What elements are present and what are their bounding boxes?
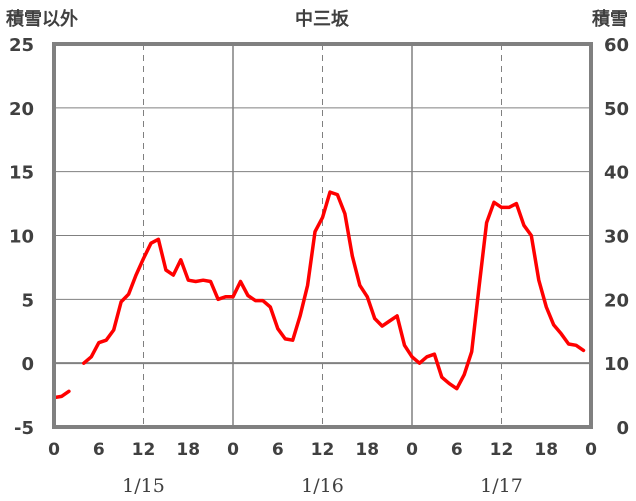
y-axis-label-left: 積雪以外: [5, 8, 78, 30]
x-tick-label: 0: [406, 440, 418, 460]
y-tick-label-left: -5: [14, 418, 34, 439]
x-tick-label: 6: [272, 440, 284, 460]
grid: [54, 44, 591, 427]
x-tick-label: 12: [132, 440, 156, 460]
y-tick-label-left: 0: [21, 354, 34, 375]
y-tick-label-right: 10: [604, 354, 629, 375]
x-tick-label: 6: [451, 440, 463, 460]
y-tick-label-right: 40: [604, 163, 629, 184]
y-tick-label-right: 60: [604, 35, 629, 56]
plot-frame: [52, 42, 593, 429]
y-tick-label-left: 10: [9, 227, 34, 248]
x-tick-label: 6: [93, 440, 105, 460]
x-tick-label: 12: [311, 440, 335, 460]
y-tick-label-left: 15: [9, 163, 34, 184]
date-label: 1/15: [122, 475, 165, 497]
y-tick-label-right: 50: [604, 99, 629, 120]
y-tick-label-left: 20: [9, 99, 34, 120]
y-ticks-right: 60 50 40 30 20 10 0: [604, 35, 629, 439]
date-label: 1/16: [301, 475, 344, 497]
temperature-line: [52, 190, 586, 400]
date-label: 1/17: [480, 475, 523, 497]
x-tick-label: 0: [585, 440, 597, 460]
y-tick-label-right: 20: [604, 290, 629, 311]
x-tick-label: 18: [355, 440, 379, 460]
y-axis-label-right: 積雪: [591, 8, 628, 30]
x-tick-label: 18: [176, 440, 200, 460]
x-tick-label: 12: [490, 440, 514, 460]
y-tick-label-left: 25: [9, 35, 34, 56]
x-tick-label: 0: [48, 440, 60, 460]
y-tick-label-right: 30: [604, 227, 629, 248]
date-labels: 1/15 1/16 1/17: [122, 475, 523, 497]
y-tick-label-left: 5: [21, 290, 34, 311]
y-tick-label-right: 0: [616, 418, 629, 439]
x-ticks: 0 6 12 18 0 6 12 18 0 6 12 18 0: [48, 440, 597, 460]
y-ticks-left: 25 20 15 10 5 0 -5: [9, 35, 34, 439]
x-tick-label: 0: [227, 440, 239, 460]
x-tick-label: 18: [534, 440, 558, 460]
chart-title: 中三坂: [295, 8, 350, 30]
